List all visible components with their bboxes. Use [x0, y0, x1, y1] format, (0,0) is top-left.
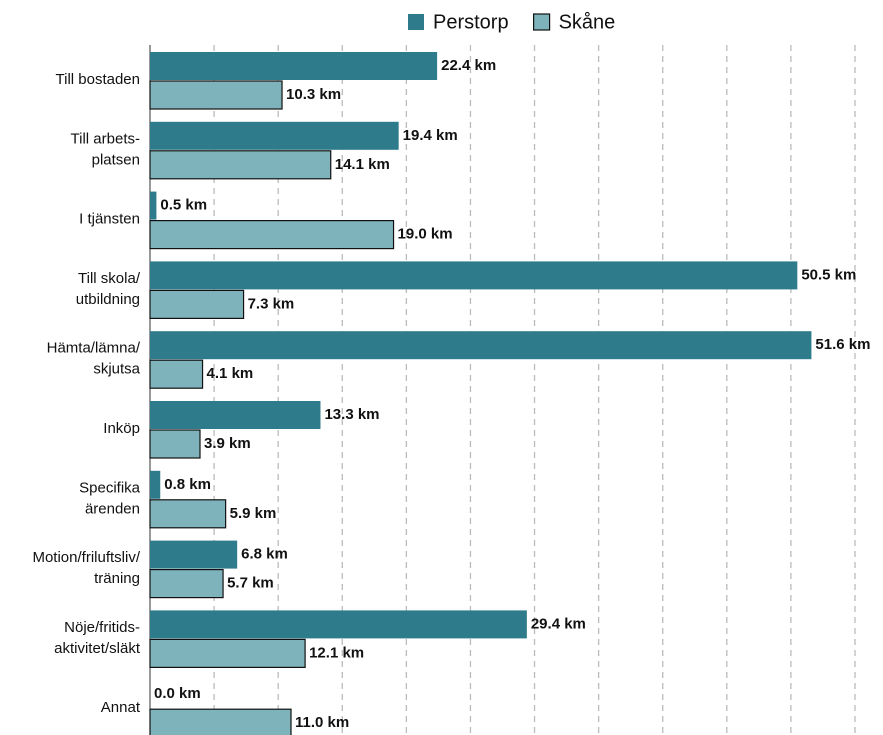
legend-label: Perstorp [433, 11, 509, 33]
value-label: 5.9 km [230, 505, 277, 522]
value-label: 50.5 km [801, 266, 856, 283]
category-label: Hämta/lämna/skjutsa [47, 340, 141, 378]
bar [149, 289, 245, 319]
category-label: Annat [101, 699, 141, 716]
value-label: 10.3 km [286, 86, 341, 103]
value-label: 12.1 km [309, 644, 364, 661]
legend-label: Skåne [559, 11, 616, 33]
category-label: Till skola/utbildning [76, 270, 141, 308]
value-label: 0.5 km [160, 197, 207, 214]
value-label: 3.9 km [204, 435, 251, 452]
bar [150, 121, 399, 150]
value-label: 14.1 km [335, 156, 390, 173]
bar [149, 429, 201, 459]
bar [150, 610, 527, 639]
bar [149, 568, 224, 599]
value-label: 13.3 km [324, 406, 379, 423]
bar [150, 261, 798, 290]
value-label: 22.4 km [441, 57, 496, 74]
bar [150, 191, 157, 220]
value-label: 4.1 km [207, 365, 254, 382]
value-label: 51.6 km [815, 336, 870, 353]
bar [149, 708, 292, 735]
value-label: 19.0 km [398, 226, 453, 243]
category-label: Inköp [103, 420, 140, 437]
bar [149, 638, 306, 669]
bar [150, 52, 438, 80]
value-label: 11.0 km [295, 714, 349, 731]
category-label: Till arbets-platsen [71, 130, 140, 168]
legend-swatch [408, 14, 424, 30]
bar [150, 401, 321, 429]
category-label: Till bostaden [56, 71, 141, 88]
bar [149, 80, 283, 110]
value-label: 5.7 km [227, 575, 274, 592]
value-label: 19.4 km [403, 127, 458, 144]
category-label: Nöje/fritids-aktivitet/släkt [54, 619, 141, 657]
value-label: 0.0 km [154, 685, 201, 702]
bar [149, 150, 332, 180]
legend-swatch [532, 13, 551, 31]
value-label: 0.8 km [164, 476, 211, 493]
category-label: I tjänsten [79, 211, 140, 228]
bar [150, 540, 238, 569]
category-label: Motion/friluftsliv/träning [32, 549, 140, 587]
value-label: 29.4 km [531, 615, 586, 632]
value-label: 7.3 km [248, 295, 295, 312]
category-label: Specifika ärenden [79, 479, 141, 517]
bar [150, 331, 812, 360]
bar [149, 359, 204, 389]
value-label: 6.8 km [241, 546, 288, 563]
bar [150, 470, 161, 499]
bar [149, 499, 227, 529]
bar [149, 220, 395, 250]
